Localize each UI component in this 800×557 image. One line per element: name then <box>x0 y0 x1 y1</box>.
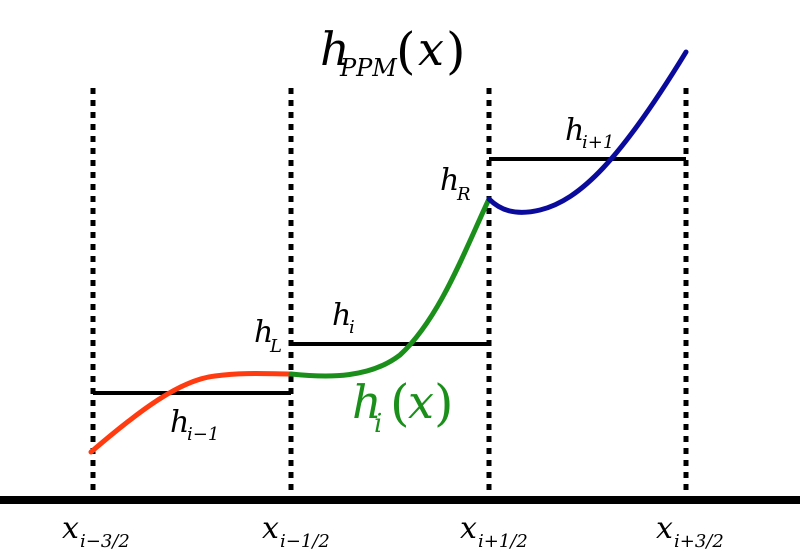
svg-text:PPM: PPM <box>339 54 398 82</box>
svg-text:h: h <box>440 163 459 198</box>
label-h-L: h L <box>254 315 282 357</box>
curve-left-cell <box>88 371 294 455</box>
curve-center-cell <box>288 196 492 379</box>
label-h-i+1: h i+1 <box>565 113 614 153</box>
svg-text:x: x <box>460 511 477 546</box>
label-h-i-1: h i−1 <box>170 405 219 445</box>
svg-text:i−3/2: i−3/2 <box>80 531 130 552</box>
title-close: ) <box>446 22 466 80</box>
svg-text:): ) <box>434 374 454 432</box>
svg-text:x: x <box>262 511 279 546</box>
svg-text:h: h <box>332 298 351 333</box>
svg-text:x: x <box>656 511 673 546</box>
svg-text:R: R <box>456 184 471 205</box>
title-arg: x <box>418 22 444 76</box>
label-h-R: h R <box>440 163 471 205</box>
svg-text:i−1/2: i−1/2 <box>280 531 330 552</box>
title: h PPM ( x ) <box>320 22 466 82</box>
svg-text:i: i <box>349 317 355 338</box>
svg-text:L: L <box>269 336 282 357</box>
label-h-i: h i <box>332 298 355 338</box>
axis-label-i+3/2: x i+3/2 <box>656 511 724 552</box>
curve-right-cell <box>486 49 689 215</box>
svg-text:x: x <box>408 375 434 429</box>
svg-text:i+1/2: i+1/2 <box>478 531 528 552</box>
axis-label-i-1/2: x i−1/2 <box>262 511 330 552</box>
axis-label-i+1/2: x i+1/2 <box>460 511 528 552</box>
svg-text:h: h <box>565 113 584 148</box>
curve-label: h i ( x ) <box>352 374 454 439</box>
svg-text:h: h <box>170 405 189 440</box>
svg-text:(: ( <box>390 374 410 432</box>
svg-text:i−1: i−1 <box>187 424 219 445</box>
svg-text:i+3/2: i+3/2 <box>674 531 724 552</box>
axis-label-i-3/2: x i−3/2 <box>62 511 130 552</box>
title-base: h <box>320 22 350 76</box>
svg-text:x: x <box>418 22 444 76</box>
title-open: ( <box>396 22 416 80</box>
svg-text:h: h <box>320 22 350 76</box>
svg-text:x: x <box>62 511 79 546</box>
title-sub: PPM <box>339 54 398 82</box>
svg-text:h: h <box>352 375 382 429</box>
svg-text:h: h <box>254 315 273 350</box>
svg-text:): ) <box>446 22 466 80</box>
svg-text:(: ( <box>396 22 416 80</box>
svg-text:i: i <box>374 409 382 439</box>
svg-text:i+1: i+1 <box>582 132 614 153</box>
